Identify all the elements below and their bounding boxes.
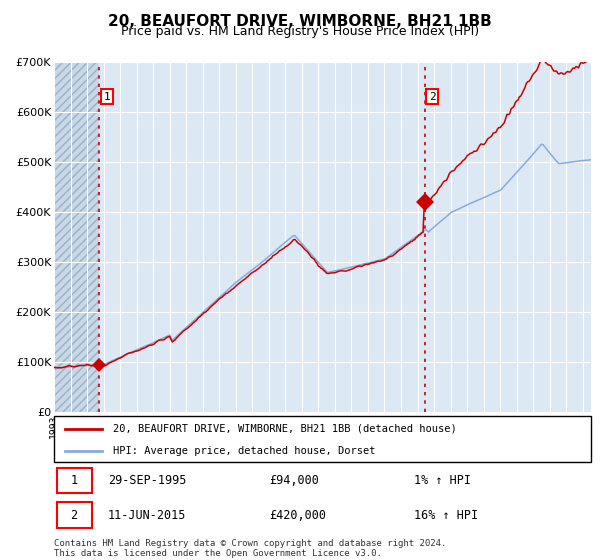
FancyBboxPatch shape	[56, 502, 92, 528]
Text: £420,000: £420,000	[269, 508, 326, 522]
Text: 29-SEP-1995: 29-SEP-1995	[108, 474, 186, 487]
FancyBboxPatch shape	[56, 468, 92, 493]
Text: 2: 2	[70, 508, 77, 522]
Text: £94,000: £94,000	[269, 474, 319, 487]
Text: Contains HM Land Registry data © Crown copyright and database right 2024.
This d: Contains HM Land Registry data © Crown c…	[54, 539, 446, 558]
Text: 1% ↑ HPI: 1% ↑ HPI	[414, 474, 471, 487]
Text: 11-JUN-2015: 11-JUN-2015	[108, 508, 186, 522]
Text: 20, BEAUFORT DRIVE, WIMBORNE, BH21 1BB (detached house): 20, BEAUFORT DRIVE, WIMBORNE, BH21 1BB (…	[113, 424, 457, 434]
Text: 16% ↑ HPI: 16% ↑ HPI	[414, 508, 478, 522]
Text: HPI: Average price, detached house, Dorset: HPI: Average price, detached house, Dors…	[113, 446, 376, 455]
Text: 1: 1	[104, 92, 110, 101]
FancyBboxPatch shape	[54, 416, 591, 462]
Text: 20, BEAUFORT DRIVE, WIMBORNE, BH21 1BB: 20, BEAUFORT DRIVE, WIMBORNE, BH21 1BB	[108, 14, 492, 29]
Text: 2: 2	[429, 92, 436, 101]
Text: Price paid vs. HM Land Registry's House Price Index (HPI): Price paid vs. HM Land Registry's House …	[121, 25, 479, 38]
Text: 1: 1	[70, 474, 77, 487]
